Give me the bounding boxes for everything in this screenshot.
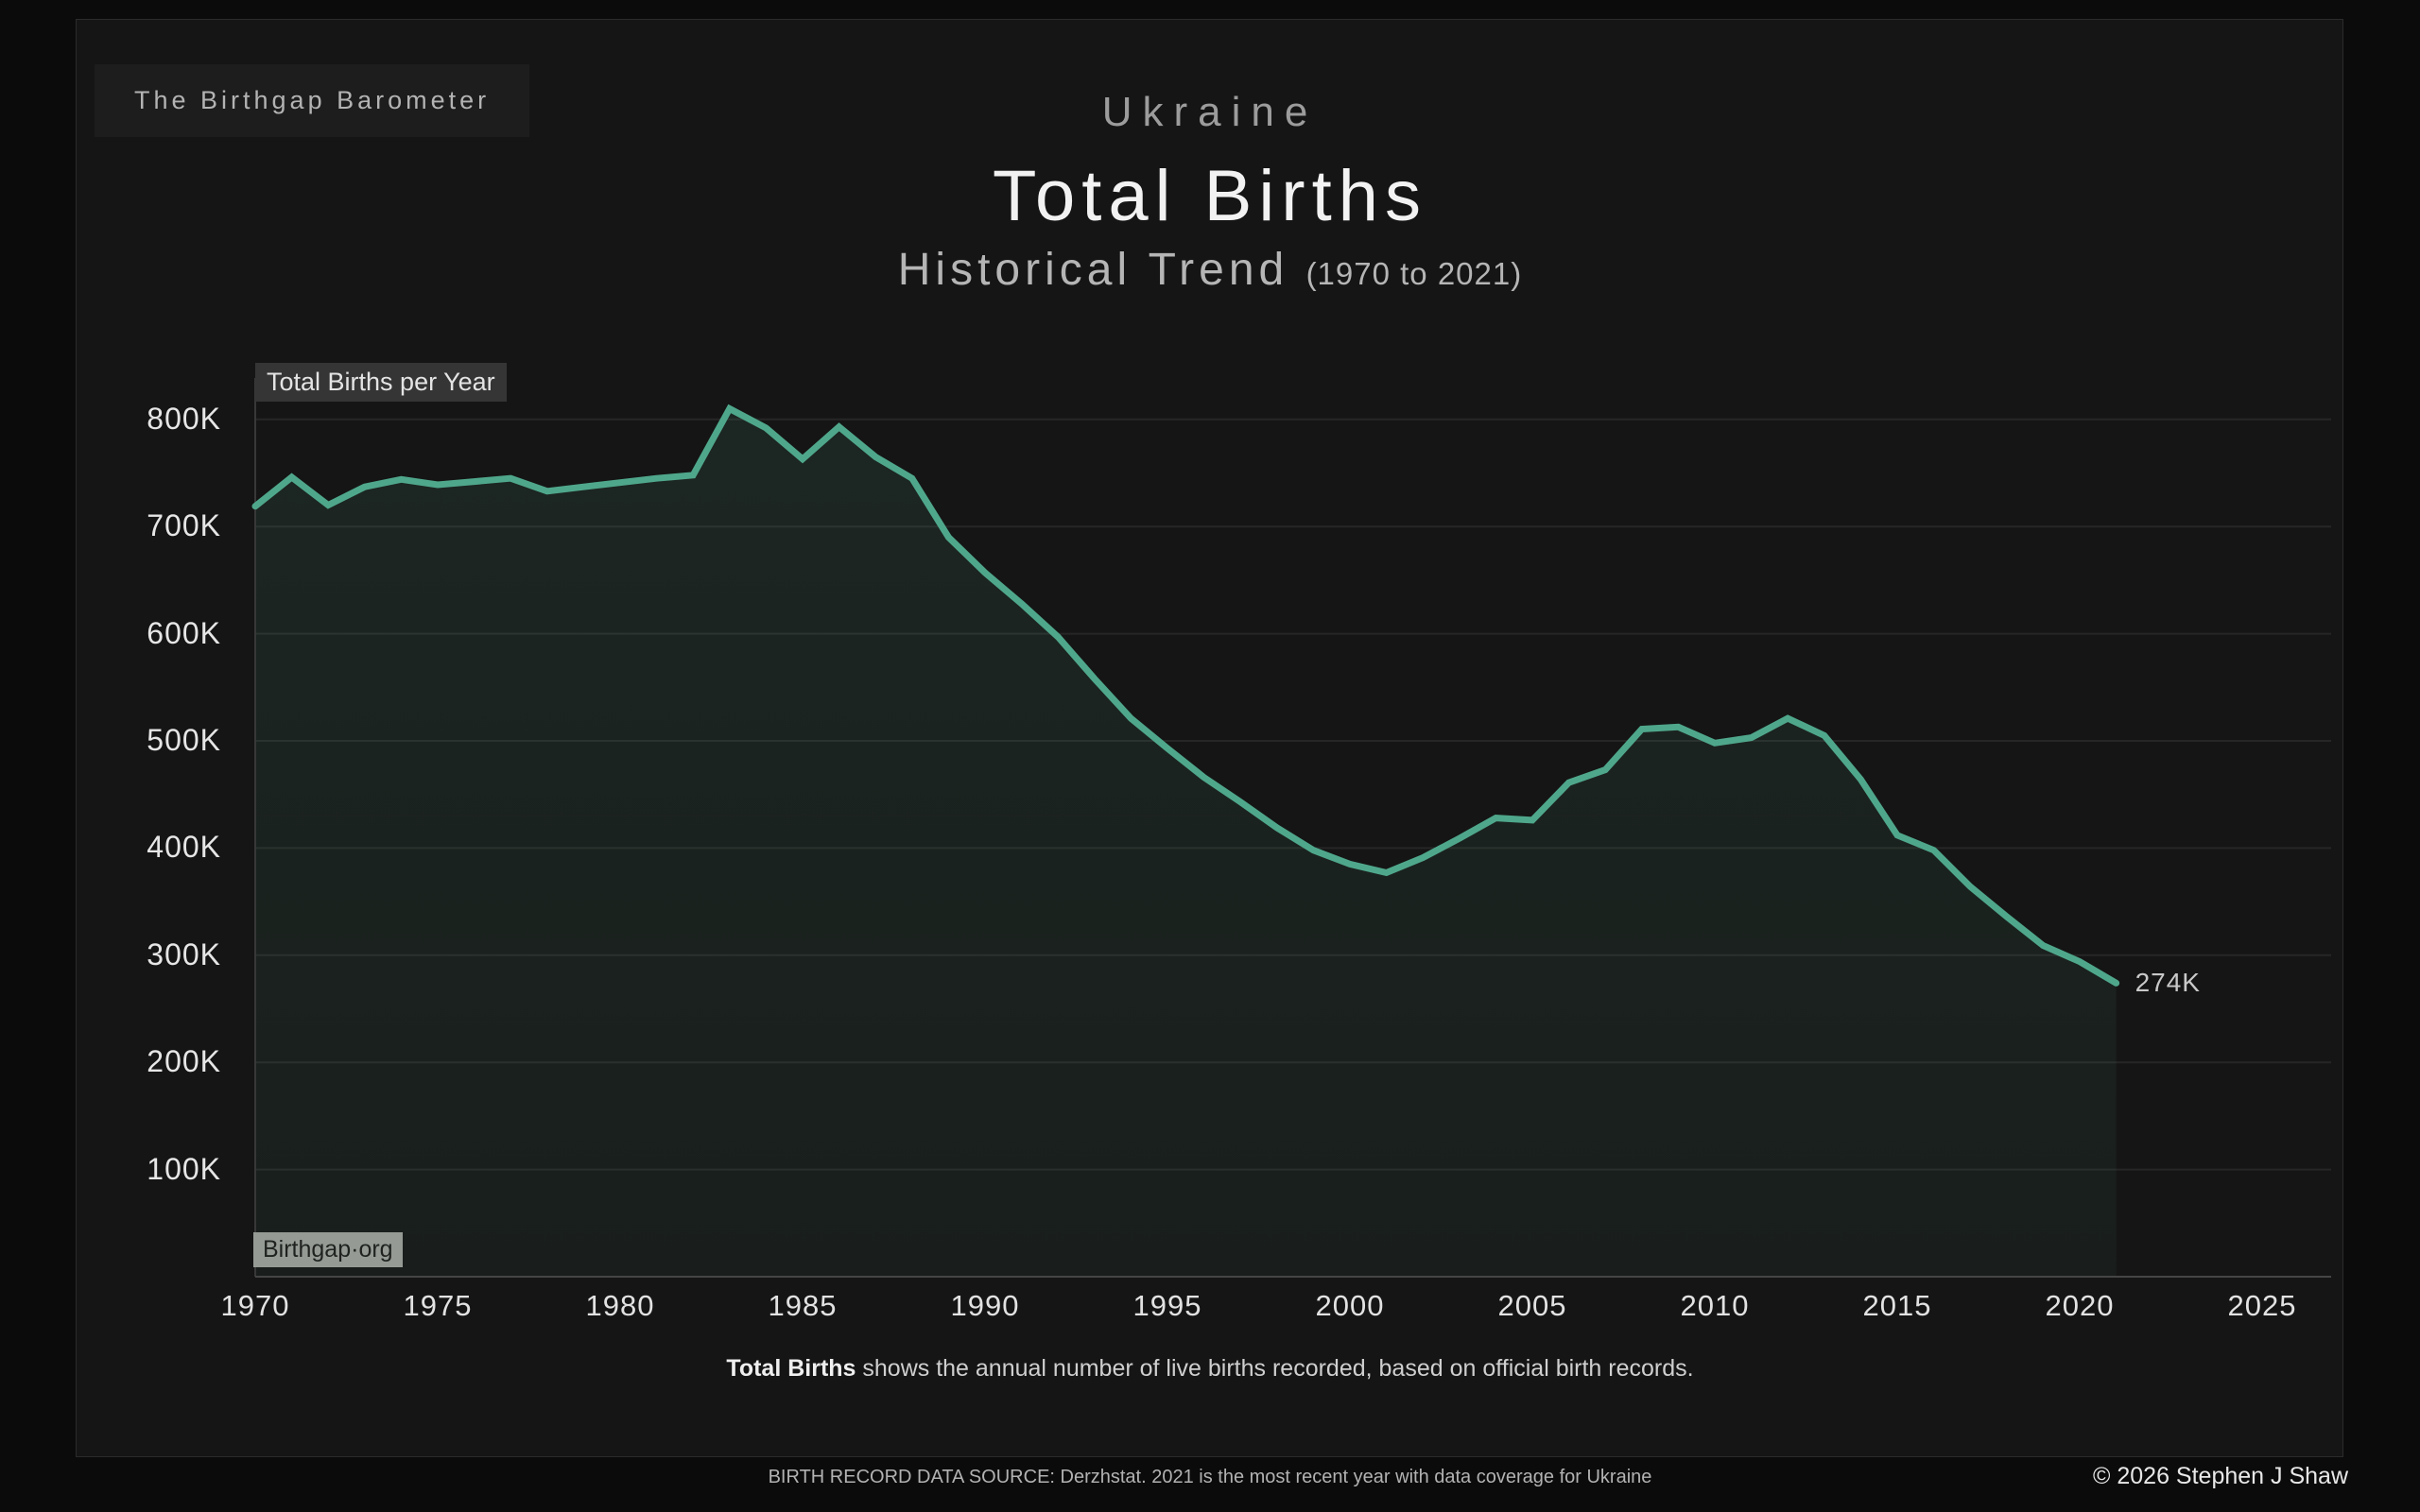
- x-tick-label: 1975: [403, 1289, 473, 1322]
- page-title: Total Births: [993, 156, 1427, 236]
- subtitle: Historical Trend (1970 to 2021): [0, 244, 2420, 296]
- data-source-note: BIRTH RECORD DATA SOURCE: Derzhstat. 202…: [768, 1467, 1652, 1487]
- y-tick-label: 100K: [147, 1151, 221, 1186]
- trend-line: [251, 404, 2120, 987]
- subtitle-range: (1970 to 2021): [1305, 256, 1523, 291]
- x-tick-label: 1990: [950, 1289, 1020, 1322]
- x-tick-label: 2020: [2045, 1289, 2115, 1322]
- last-value-annotation: 274K: [2135, 968, 2201, 998]
- copyright-notice: © 2026 Stephen J Shaw: [2093, 1463, 2348, 1489]
- subtitle-text: Historical Trend: [897, 245, 1289, 295]
- trend-area: [255, 408, 2117, 1277]
- country-title: Ukraine: [1101, 89, 1319, 135]
- brand-badge: The Birthgap Barometer: [95, 64, 530, 137]
- series-label-badge: Total Births per Year: [255, 363, 507, 402]
- caption-text: shows the annual number of live births r…: [856, 1355, 1694, 1382]
- x-tick-label: 1995: [1132, 1289, 1202, 1322]
- x-tick-label: 2010: [1680, 1289, 1750, 1322]
- x-tick-label: 1980: [585, 1289, 655, 1322]
- y-tick-label: 500K: [147, 723, 221, 757]
- x-tick-label: 1985: [768, 1289, 838, 1322]
- chart-caption: Total Births shows the annual number of …: [0, 1355, 2420, 1383]
- y-tick-label: 600K: [147, 615, 221, 650]
- x-tick-label: 2025: [2227, 1289, 2297, 1322]
- caption-term: Total Births: [726, 1355, 856, 1382]
- x-tick-label: 2005: [1497, 1289, 1567, 1322]
- x-tick-label: 2000: [1315, 1289, 1385, 1322]
- y-tick-label: 800K: [147, 401, 221, 436]
- y-tick-label: 700K: [147, 508, 221, 543]
- x-tick-label: 2015: [1862, 1289, 1932, 1322]
- y-tick-label: 300K: [147, 936, 221, 971]
- x-tick-label: 1970: [220, 1289, 290, 1322]
- watermark-badge: Birthgap·org: [253, 1232, 403, 1267]
- y-tick-label: 400K: [147, 830, 221, 865]
- y-tick-label: 200K: [147, 1044, 221, 1079]
